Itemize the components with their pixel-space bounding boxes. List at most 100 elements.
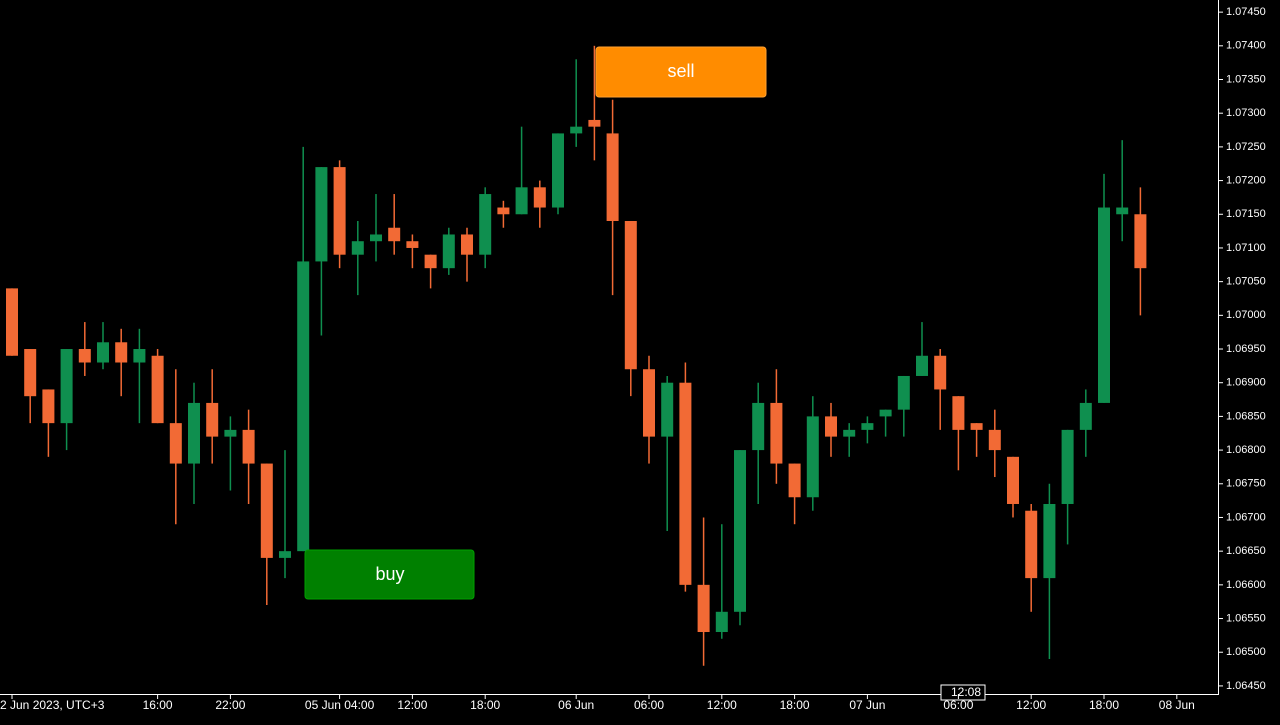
- y-tick-label: 1.06900: [1226, 377, 1266, 389]
- candle-body: [60, 349, 73, 424]
- candle-body: [879, 409, 892, 417]
- x-tick-label: 07 Jun: [849, 698, 885, 712]
- candle-body: [606, 133, 619, 222]
- x-tick-label: 06:00: [943, 698, 973, 712]
- x-tick-label: 08 Jun: [1159, 698, 1195, 712]
- candle-body: [570, 126, 583, 134]
- y-tick-label: 1.07200: [1226, 174, 1266, 186]
- y-tick-label: 1.07400: [1226, 40, 1266, 52]
- crosshair-box: [940, 684, 986, 701]
- x-tick-label: 18:00: [470, 698, 500, 712]
- candle-body: [1025, 510, 1038, 579]
- y-tick-label: 1.07050: [1226, 276, 1266, 288]
- candle-body: [788, 463, 801, 498]
- y-tick-label: 1.07250: [1226, 141, 1266, 153]
- candle-body: [406, 241, 419, 248]
- candle-body: [533, 187, 546, 208]
- candle-body: [188, 402, 200, 464]
- x-tick-label: 18:00: [1089, 698, 1119, 712]
- candle-body: [279, 551, 291, 558]
- candle-body: [1007, 456, 1019, 504]
- candle-body: [679, 382, 692, 585]
- y-tick-label: 1.07150: [1226, 208, 1266, 220]
- candle-body: [260, 463, 273, 558]
- candle-body: [952, 396, 965, 430]
- y-tick-label: 1.07100: [1226, 242, 1266, 254]
- candle-body: [1098, 207, 1110, 403]
- y-tick-label: 1.06450: [1226, 680, 1266, 692]
- candle-body: [424, 254, 437, 269]
- y-tick-label: 1.06700: [1226, 511, 1266, 523]
- candle-body: [6, 288, 18, 356]
- x-tick-label: 12:00: [397, 698, 427, 712]
- candle-body: [734, 450, 746, 612]
- candle-body: [643, 369, 655, 437]
- buy-button-label[interactable]: buy: [375, 564, 404, 584]
- y-tick-label: 1.06600: [1226, 579, 1266, 591]
- y-tick-label: 1.06500: [1226, 646, 1266, 658]
- candle-body: [315, 167, 328, 262]
- candles: [6, 45, 1147, 666]
- candle-body: [1116, 207, 1129, 215]
- sell-button-label[interactable]: sell: [667, 61, 694, 81]
- candle-body: [206, 402, 219, 437]
- y-tick-label: 1.06550: [1226, 612, 1266, 624]
- candle-body: [825, 416, 837, 437]
- candle-body: [461, 234, 473, 255]
- candle-body: [133, 349, 146, 363]
- candle-body: [916, 355, 928, 376]
- candle-body: [970, 423, 983, 430]
- y-tick-label: 1.06750: [1226, 478, 1266, 490]
- sell-button[interactable]: [595, 46, 767, 98]
- candle-body: [479, 194, 492, 255]
- candle-body: [333, 167, 346, 255]
- y-tick-label: 1.07000: [1226, 309, 1266, 321]
- candle-body: [242, 429, 255, 464]
- candle-body: [388, 227, 401, 242]
- x-tick-label: 2 Jun 2023, UTC+3: [0, 698, 105, 712]
- candle-body: [843, 429, 856, 437]
- candle-body: [351, 241, 364, 255]
- candle-body: [78, 349, 91, 363]
- x-tick-label: 12:00: [1016, 698, 1046, 712]
- candle-body: [806, 416, 819, 498]
- y-tick-label: 1.06800: [1226, 444, 1266, 456]
- x-tick-label: 22:00: [215, 698, 245, 712]
- buy-button[interactable]: [304, 549, 475, 600]
- y-tick-label: 1.07350: [1226, 73, 1266, 85]
- candle-body: [442, 234, 455, 269]
- candle-body: [770, 402, 783, 464]
- candle-body: [370, 234, 382, 242]
- x-tick-label: 12:00: [707, 698, 737, 712]
- candle-body: [552, 133, 564, 208]
- candle-body: [934, 355, 947, 390]
- candle-body: [169, 423, 182, 464]
- candle-body: [1079, 402, 1092, 430]
- candle-body: [151, 355, 164, 424]
- candle-body: [897, 375, 910, 410]
- candle-body: [588, 119, 601, 127]
- candle-body: [497, 207, 510, 215]
- candle-body: [1061, 429, 1074, 504]
- candle-body: [624, 221, 637, 370]
- candle-body: [988, 429, 1001, 451]
- candle-body: [1134, 214, 1147, 269]
- y-tick-label: 1.07300: [1226, 107, 1266, 119]
- y-tick-label: 1.06650: [1226, 545, 1266, 557]
- y-tick-label: 1.06950: [1226, 343, 1266, 355]
- candle-body: [697, 584, 710, 633]
- candle-body: [42, 389, 55, 424]
- crosshair-label: 12:08: [951, 685, 981, 699]
- x-tick-label: 05 Jun 04:00: [305, 698, 375, 712]
- candle-body: [661, 382, 674, 437]
- x-tick-label: 16:00: [143, 698, 173, 712]
- candle-body: [224, 429, 237, 437]
- y-tick-label: 1.06850: [1226, 410, 1266, 422]
- candle-body: [515, 187, 528, 215]
- x-tick-label: 06:00: [634, 698, 664, 712]
- x-tick-label: 06 Jun: [558, 698, 594, 712]
- candle-body: [715, 611, 728, 633]
- candle-body: [861, 423, 874, 430]
